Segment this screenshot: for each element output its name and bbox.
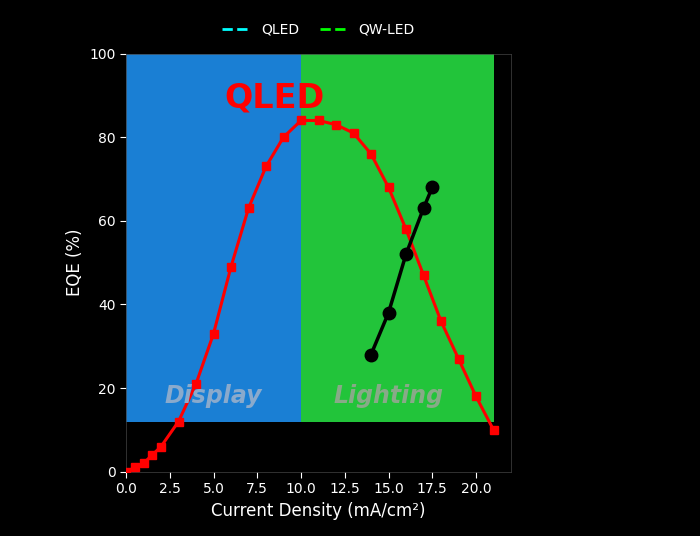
QLED — [297, 117, 305, 124]
Bar — [301, 54, 494, 421]
QLED — [148, 452, 157, 458]
QW-LED — [428, 184, 437, 191]
QW-LED — [402, 251, 410, 257]
QLED — [367, 151, 375, 157]
QLED — [227, 264, 235, 270]
QLED — [419, 272, 428, 278]
QLED — [157, 443, 165, 450]
QLED — [139, 460, 148, 466]
QLED — [472, 393, 480, 400]
QLED — [332, 122, 340, 128]
QLED — [437, 318, 445, 324]
QLED — [384, 184, 393, 191]
QW-LED — [384, 310, 393, 316]
QLED — [209, 331, 218, 337]
Line: QW-LED: QW-LED — [365, 181, 438, 361]
QLED — [454, 355, 463, 362]
QW-LED — [367, 352, 375, 358]
Text: Lighting: Lighting — [333, 384, 444, 408]
Text: QLED: QLED — [225, 82, 325, 115]
Bar — [126, 54, 301, 421]
Text: Display: Display — [164, 384, 262, 408]
X-axis label: Current Density (mA/cm²): Current Density (mA/cm²) — [211, 502, 426, 520]
Legend: QLED, QW-LED: QLED, QW-LED — [216, 17, 421, 42]
QLED — [192, 381, 200, 387]
QW-LED — [419, 205, 428, 212]
Y-axis label: EQE (%): EQE (%) — [66, 229, 84, 296]
QLED — [262, 163, 270, 170]
QLED — [349, 130, 358, 136]
QLED — [122, 468, 130, 475]
QLED — [402, 226, 410, 233]
QLED — [130, 464, 139, 471]
QLED — [489, 427, 498, 433]
QLED — [279, 134, 288, 140]
QLED — [174, 418, 183, 425]
QLED — [244, 205, 253, 212]
QLED — [314, 117, 323, 124]
Line: QLED: QLED — [122, 116, 498, 476]
